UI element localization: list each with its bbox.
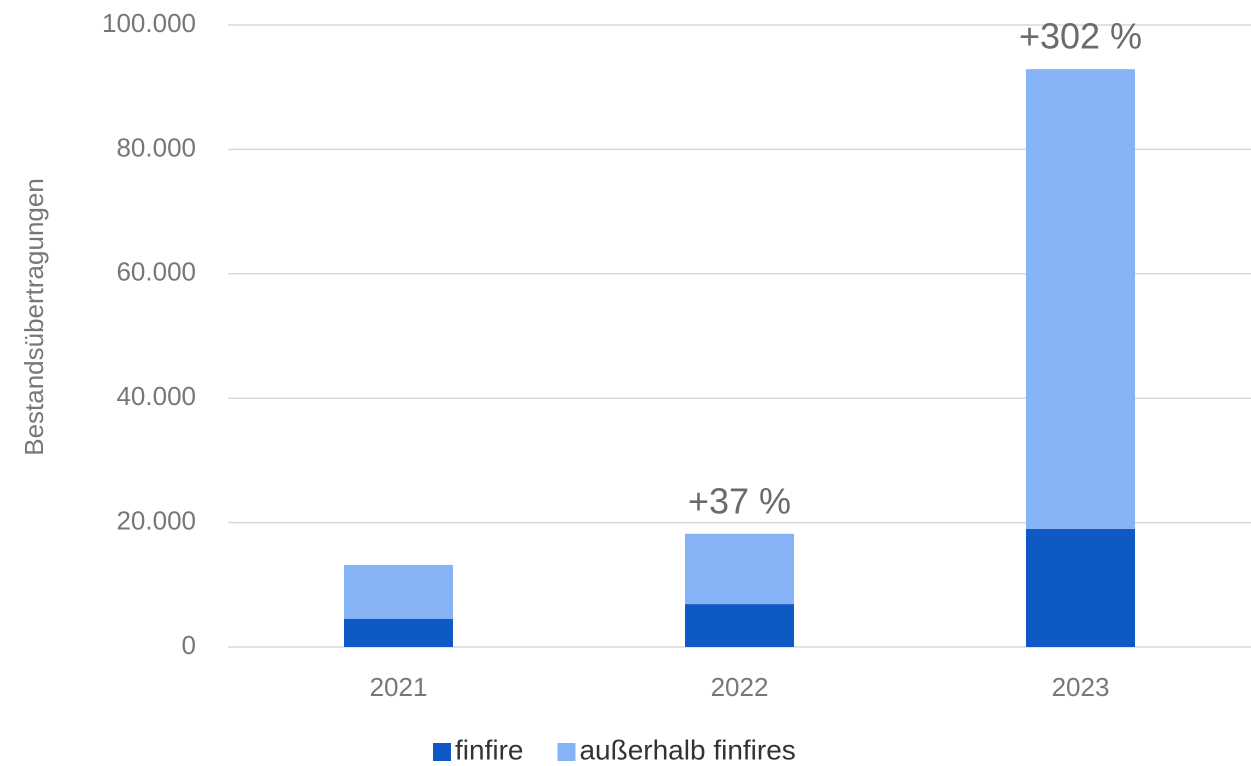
bar-segment	[344, 619, 453, 647]
y-tick-label: 80.000	[116, 132, 196, 162]
legend-swatch	[433, 743, 451, 761]
annotation: +37 %	[688, 480, 791, 521]
bar-segment	[685, 604, 794, 647]
bar-segment	[685, 533, 794, 605]
bar-segment	[1026, 528, 1135, 647]
legend-label: finfire	[455, 734, 523, 765]
y-tick-label: 60.000	[116, 257, 196, 287]
bar-segment	[1026, 69, 1135, 529]
y-tick-label: 100.000	[102, 8, 196, 38]
y-tick-label: 40.000	[116, 381, 196, 411]
annotation: +302 %	[1019, 16, 1142, 57]
y-tick-label: 0	[182, 630, 196, 660]
bar-segment	[344, 564, 453, 620]
x-tick-label: 2022	[711, 672, 769, 702]
legend-swatch	[557, 743, 576, 761]
legend-label: außerhalb finfires	[579, 734, 795, 765]
x-tick-label: 2021	[370, 672, 428, 702]
y-axis-label: Bestandsübertragungen	[19, 178, 49, 456]
x-tick-label: 2023	[1052, 672, 1110, 702]
y-tick-label: 20.000	[116, 505, 196, 535]
